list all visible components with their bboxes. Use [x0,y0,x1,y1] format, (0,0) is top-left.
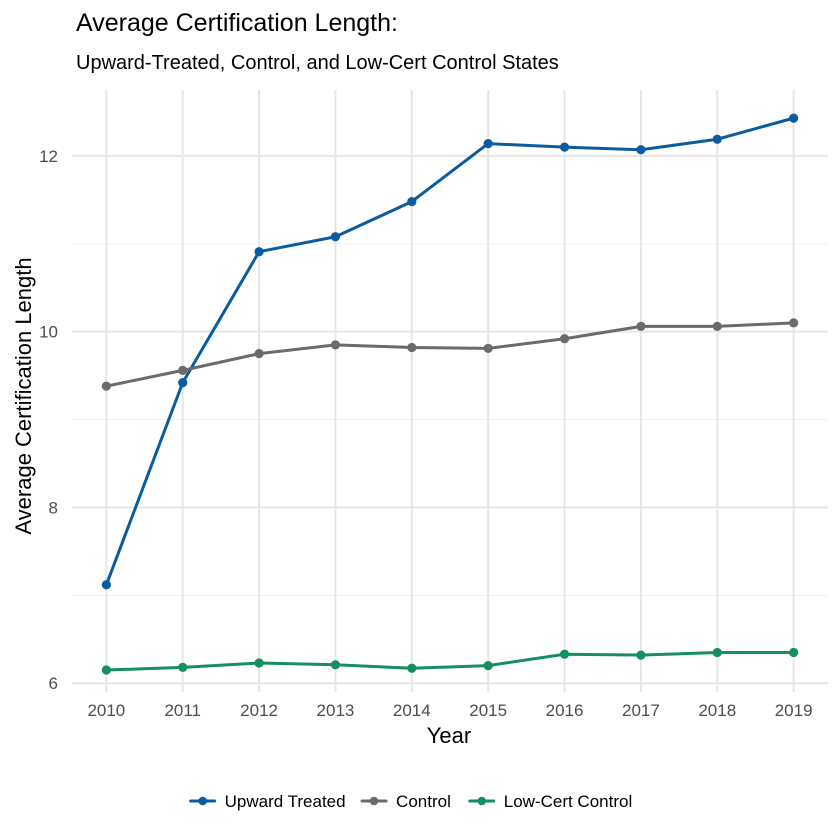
x-tick-label: 2016 [546,701,584,720]
series-line-low-cert-control [104,650,796,672]
y-axis-title: Average Certification Length [11,257,36,534]
data-point-low-cert-control-2019 [789,647,799,658]
y-tick-label: 10 [39,323,58,342]
y-tick-label: 12 [39,147,58,166]
legend-key-point-upward-treated [198,796,207,806]
data-point-low-cert-control-2014 [407,663,417,673]
data-point-upward-treated-2015 [483,139,493,149]
legend-key-point-control [369,796,379,806]
data-point-control-2012 [254,349,264,359]
data-point-upward-treated-2017 [636,145,646,155]
data-point-low-cert-control-2012 [254,658,264,668]
chart-subtitle: Upward-Treated, Control, and Low-Cert Co… [76,52,559,74]
data-point-control-2016 [559,334,570,344]
x-tick-label: 2019 [775,701,813,720]
y-tick-label: 8 [49,498,58,517]
x-tick-label: 2012 [240,701,278,720]
data-point-control-2018 [712,321,722,332]
data-point-control-2014 [407,342,417,353]
y-tick-label: 6 [49,674,58,693]
series-line-upward-treated [104,116,796,587]
data-point-upward-treated-2019 [789,113,799,123]
data-point-low-cert-control-2013 [330,660,341,670]
data-point-upward-treated-2013 [330,232,341,242]
legend-label-low-cert-control: Low-Cert Control [504,792,633,811]
data-point-control-2017 [636,321,646,332]
data-point-low-cert-control-2010 [101,665,111,675]
series-layer [101,113,799,675]
data-point-upward-treated-2012 [254,247,264,257]
x-tick-label: 2014 [393,701,431,720]
data-point-low-cert-control-2017 [636,650,646,660]
data-point-low-cert-control-2016 [559,649,570,659]
data-point-upward-treated-2011 [178,378,188,388]
data-point-control-2019 [789,318,799,328]
x-tick-label: 2010 [87,701,125,720]
x-tick-label: 2013 [317,701,355,720]
data-point-upward-treated-2014 [407,197,417,207]
data-point-low-cert-control-2011 [178,662,188,672]
data-point-upward-treated-2010 [101,580,111,590]
legend-label-upward-treated: Upward Treated [225,792,346,811]
data-point-upward-treated-2016 [559,142,570,152]
x-tick-label: 2017 [622,701,660,720]
legend: Upward Treated Control Low-Cert Control [189,792,633,811]
x-tick-label: 2018 [698,701,736,720]
x-axis-title: Year [427,723,471,748]
data-point-control-2011 [178,365,188,375]
data-point-control-2013 [330,340,341,350]
series-line-control [104,321,796,388]
data-point-control-2010 [101,381,111,391]
x-tick-label: 2011 [164,701,201,720]
legend-label-control: Control [396,792,451,811]
data-point-upward-treated-2018 [712,134,722,144]
legend-key-point-low-cert-control [477,796,487,806]
axis-layer: 6 8 10 12 2010 2011 2012 2013 2014 2015 2016 2017 20… [39,147,812,720]
chart-title: Average Certification Length: [76,9,398,37]
data-point-low-cert-control-2018 [712,647,722,658]
data-point-low-cert-control-2015 [483,661,493,671]
grid-layer [72,90,828,692]
x-tick-label: 2015 [469,701,507,720]
data-point-control-2015 [483,343,493,353]
